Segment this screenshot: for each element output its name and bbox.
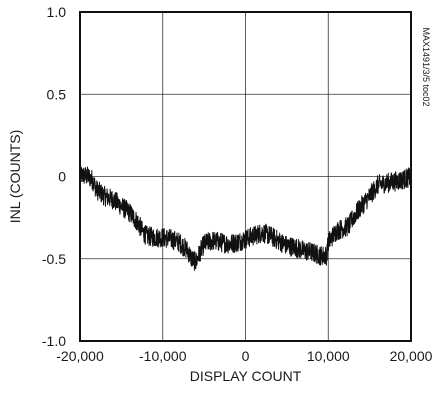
x-tick-label: 10,000 <box>307 348 350 364</box>
x-axis-label: DISPLAY COUNT <box>190 368 302 384</box>
y-tick-labels: 1.0 0.5 0 -0.5 -1.0 <box>42 4 66 349</box>
y-axis-label: INL (COUNTS) <box>7 130 23 224</box>
x-tick-label: -10,000 <box>139 348 187 364</box>
plot-frame <box>79 11 412 342</box>
y-tick-label: 1.0 <box>47 4 67 20</box>
series-group <box>79 164 412 271</box>
x-tick-label: 20,000 <box>390 348 433 364</box>
y-tick-label: -0.5 <box>42 251 66 267</box>
y-tick-label: 0.5 <box>47 86 67 102</box>
grid-lines <box>79 11 412 342</box>
figure-code-label: MAX1491/3/5 toc02 <box>421 27 431 106</box>
x-tick-labels: -20,000 -10,000 0 10,000 20,000 <box>56 348 432 364</box>
y-tick-label: 0 <box>58 169 66 185</box>
x-tick-label: 0 <box>242 348 250 364</box>
inl-trace <box>79 164 412 271</box>
y-tick-label: -1.0 <box>42 333 66 349</box>
x-tick-label: -20,000 <box>56 348 104 364</box>
